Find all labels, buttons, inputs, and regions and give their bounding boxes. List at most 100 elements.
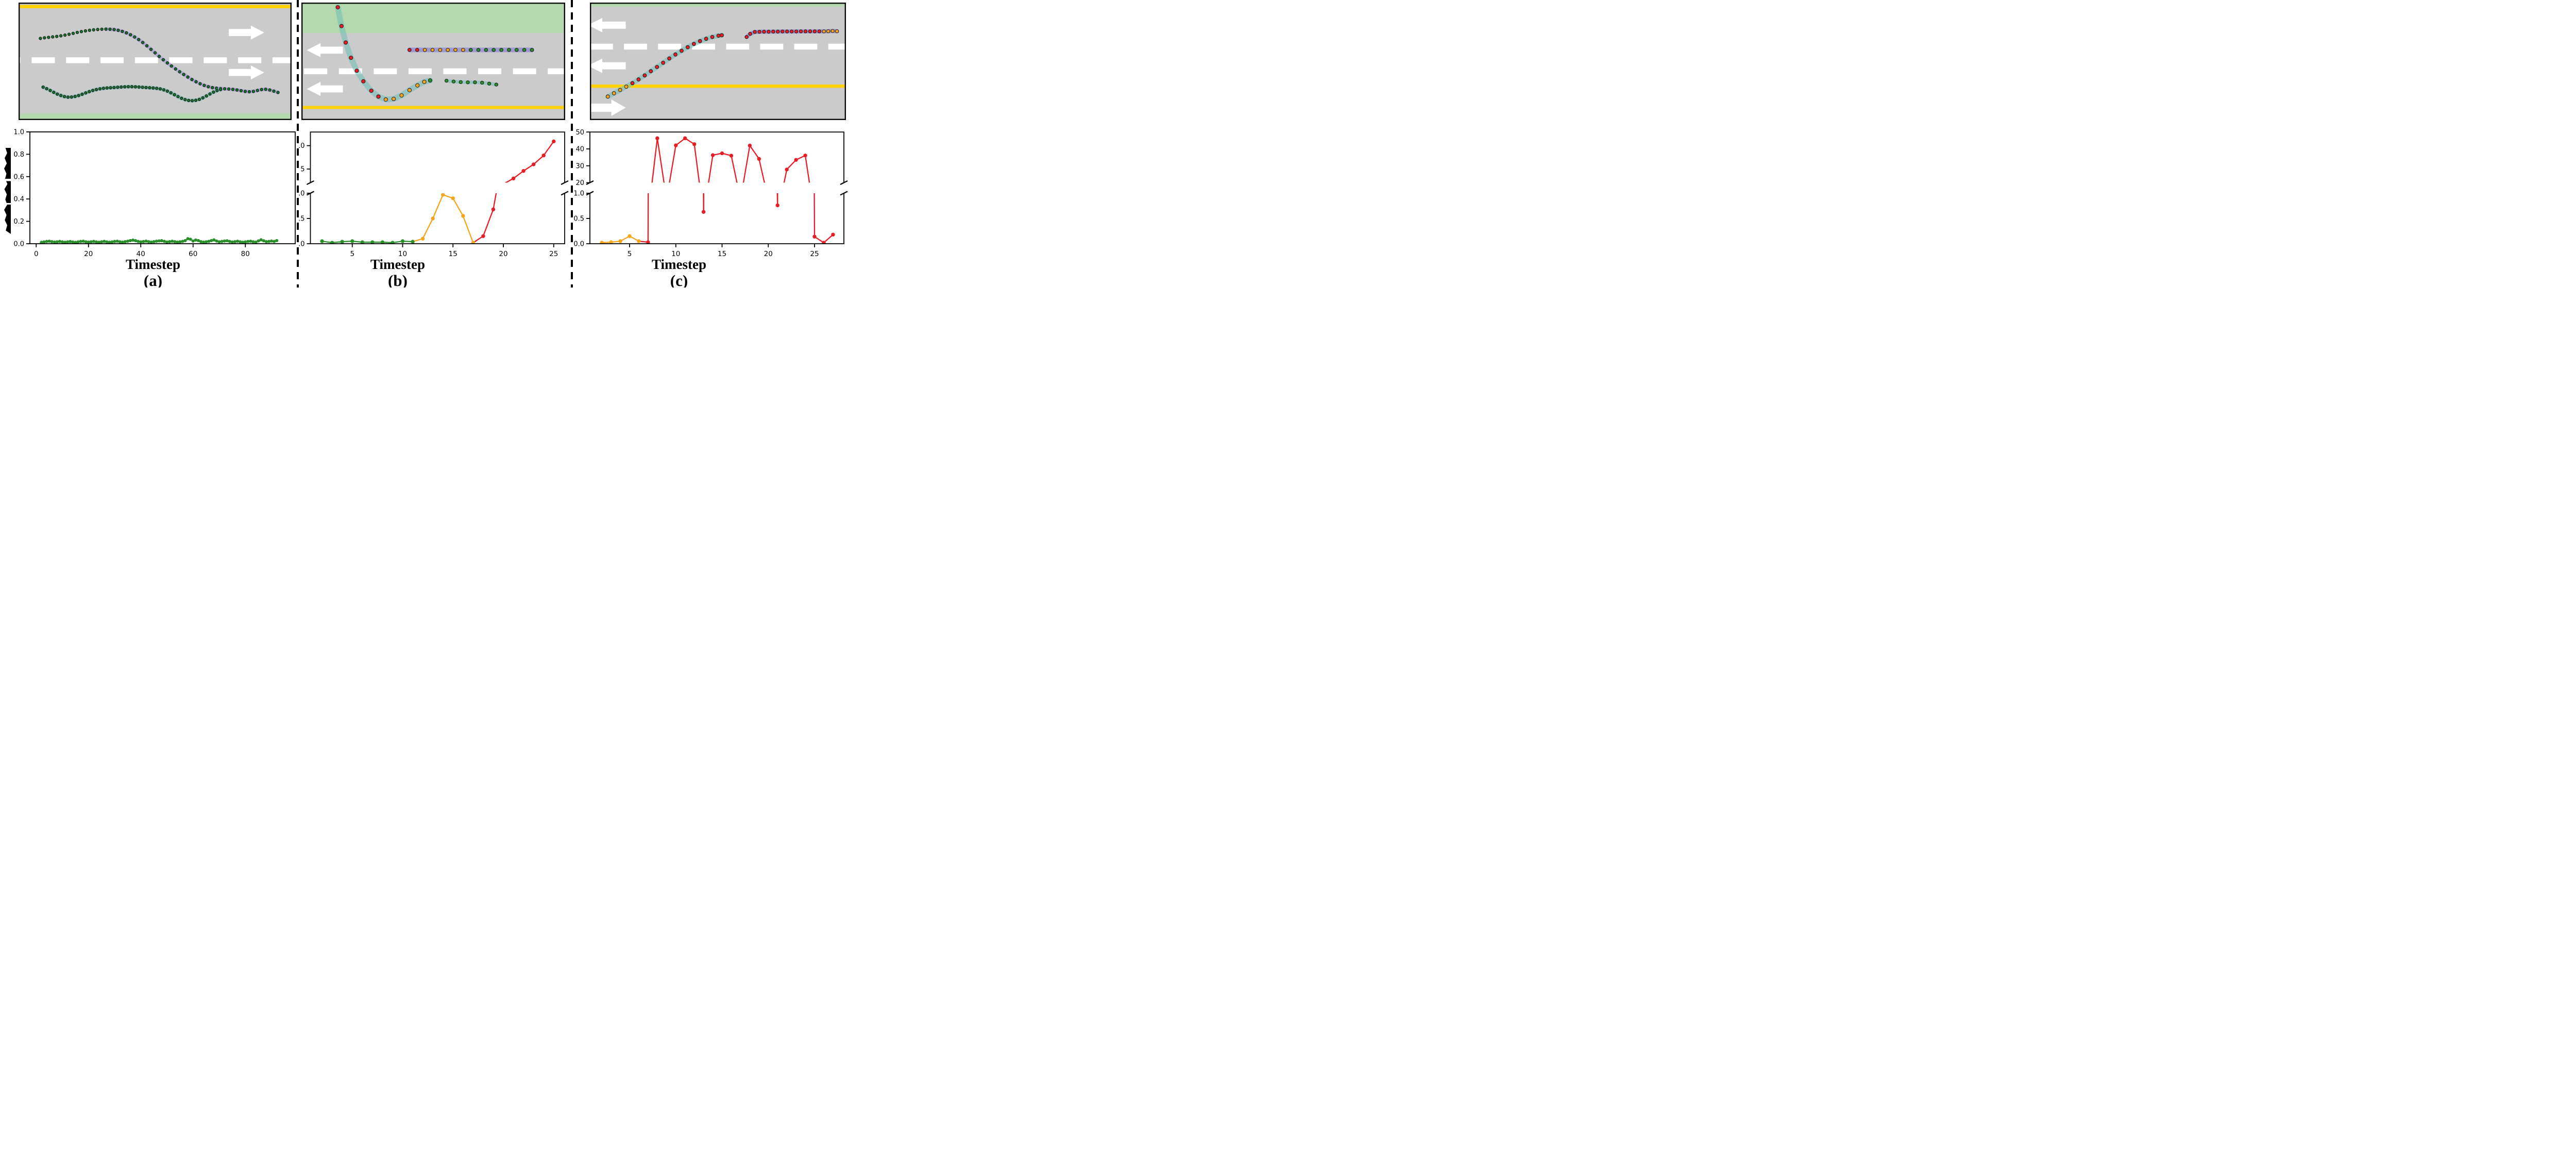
- lane-direction-arrow-left-icon: [307, 81, 343, 96]
- data-point: [481, 234, 485, 238]
- trajectory-waypoint: [522, 48, 527, 52]
- data-point: [220, 240, 224, 243]
- data-point: [701, 210, 706, 214]
- y-tick-label: 1.0: [13, 129, 24, 137]
- x-tick-label: 25: [549, 250, 558, 258]
- panel-separator-dashed: [297, 0, 299, 288]
- data-point: [162, 240, 166, 243]
- data-point: [79, 240, 82, 243]
- trajectory-waypoint: [51, 35, 55, 39]
- panel-label-a: (a): [143, 272, 163, 288]
- data-point: [81, 240, 85, 243]
- data-point: [194, 238, 197, 242]
- data-point: [400, 239, 405, 243]
- trajectory-waypoint: [453, 48, 457, 52]
- data-point: [89, 240, 93, 244]
- trajectory-waypoint: [73, 95, 77, 98]
- trajectory-waypoint: [162, 88, 166, 92]
- data-point: [183, 239, 187, 243]
- data-point: [71, 240, 75, 244]
- trajectory-waypoint: [812, 29, 817, 33]
- yellow-road-line: [19, 5, 292, 8]
- data-point: [729, 154, 734, 158]
- chart-c-broken-axis: 0.0 0.5 1.0 20 30 40 50 5 10 15 20 25: [573, 129, 848, 258]
- data-point: [212, 238, 216, 242]
- trajectory-waypoint: [422, 48, 427, 52]
- trajectory-waypoint: [817, 29, 821, 33]
- series-segment: [423, 190, 433, 192]
- data-point: [126, 240, 129, 243]
- trajectory-waypoint: [661, 60, 665, 65]
- series-segment: [776, 193, 778, 206]
- data-point: [110, 240, 114, 244]
- trajectory-waypoint: [169, 91, 173, 95]
- trajectory-waypoint: [484, 48, 488, 52]
- trajectory-waypoint: [227, 87, 231, 91]
- trajectory-waypoint: [451, 79, 456, 83]
- data-point: [176, 240, 179, 244]
- data-point: [142, 240, 145, 243]
- lane-dash: [624, 43, 647, 50]
- trajectory-waypoint: [48, 89, 52, 92]
- trajectory-waypoint: [473, 80, 477, 85]
- trajectory-waypoint: [155, 87, 159, 90]
- data-point: [139, 240, 143, 244]
- trajectory-waypoint: [744, 35, 749, 39]
- axes-box: [29, 131, 296, 244]
- chart-a-attention-vs-timestep: 0.0 0.2 0.4 0.6 0.8 1.0 0 20 40 60 80: [13, 129, 296, 258]
- trajectory-waypoint: [655, 65, 659, 69]
- trajectory-waypoint: [116, 28, 120, 32]
- data-point: [380, 240, 385, 244]
- data-point: [50, 240, 54, 244]
- trajectory-waypoint: [415, 48, 419, 52]
- trajectory-waypoint: [335, 5, 340, 10]
- trajectory-waypoint: [794, 29, 799, 33]
- series-segment: [742, 145, 751, 183]
- trajectory-waypoint: [642, 73, 647, 78]
- trajectory-waypoint: [235, 88, 239, 92]
- series-segment: [758, 159, 765, 183]
- series-segment: [768, 199, 777, 215]
- data-point: [350, 239, 354, 243]
- road-border: [19, 3, 292, 120]
- lane-dash: [272, 57, 292, 63]
- trajectory-waypoint: [499, 48, 503, 52]
- trajectory-waypoint: [369, 88, 374, 93]
- y-tick-label: 50: [575, 129, 584, 137]
- upper-axes-spines: [310, 131, 565, 183]
- data-point: [710, 153, 715, 157]
- trajectory-waypoint: [803, 29, 808, 33]
- trajectory-waypoint: [133, 35, 137, 39]
- data-point: [775, 203, 779, 208]
- trajectory-waypoint: [190, 78, 194, 81]
- lane-dash: [658, 43, 681, 50]
- trajectory-waypoint: [268, 88, 272, 92]
- trajectory-waypoint: [428, 78, 432, 83]
- x-axis-title: Timestep: [370, 257, 425, 272]
- trajectory-waypoint: [56, 92, 59, 96]
- lane-dash: [100, 57, 124, 63]
- trajectory-waypoint: [276, 91, 280, 94]
- trajectory-waypoint: [757, 30, 761, 34]
- data-point: [223, 239, 226, 243]
- series-segment: [647, 193, 649, 243]
- series-segment: [462, 215, 474, 243]
- road-scene-a: [19, 3, 292, 120]
- lane-dash: [760, 43, 784, 50]
- chart-series-layer: [320, 193, 497, 244]
- data-point: [155, 240, 158, 243]
- data-point: [103, 240, 106, 243]
- trajectory-waypoint: [116, 86, 120, 89]
- x-tick-label: 20: [84, 250, 93, 258]
- panel-label-c: (c): [670, 272, 688, 288]
- data-point: [264, 240, 268, 244]
- y-tick-label: 0.2: [13, 218, 24, 226]
- trajectory-waypoint: [130, 85, 134, 89]
- series-segment: [472, 235, 484, 244]
- trajectory-waypoint: [808, 29, 812, 33]
- trajectory-waypoint: [219, 88, 223, 91]
- trajectory-waypoint: [399, 93, 404, 98]
- trajectory-waypoint: [710, 35, 715, 39]
- trajectory-waypoint: [753, 30, 757, 34]
- axis-break-mark: [840, 191, 848, 196]
